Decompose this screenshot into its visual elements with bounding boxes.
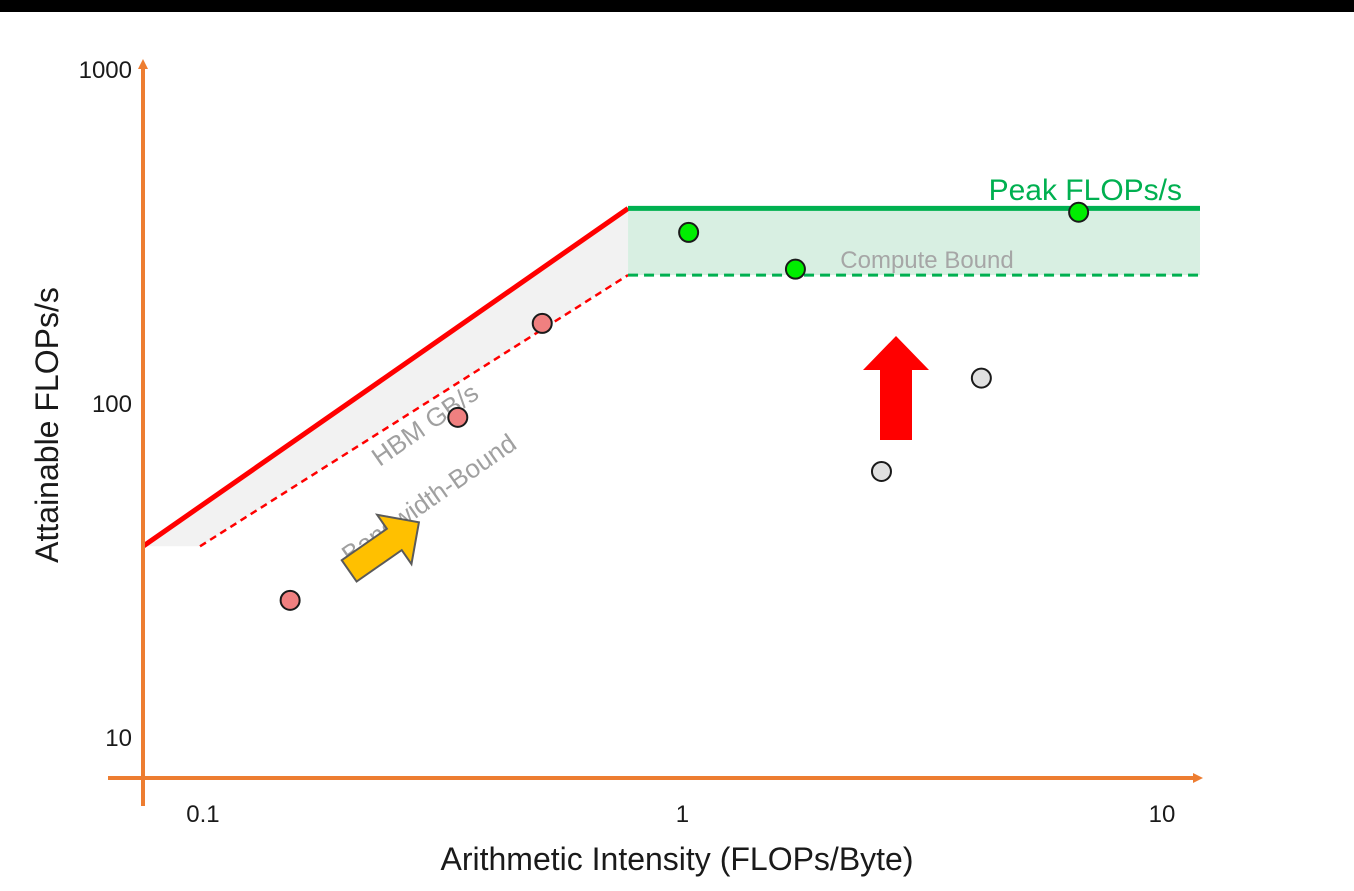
data-point bbox=[1068, 201, 1090, 223]
data-point bbox=[678, 221, 700, 243]
compute-bound-label: Compute Bound bbox=[840, 247, 1013, 274]
compute-bound-region bbox=[628, 208, 1200, 276]
data-point bbox=[531, 312, 553, 334]
peak-flops-label: Peak FLOPs/s bbox=[989, 174, 1182, 207]
x-tick-label: 1 bbox=[676, 801, 689, 828]
data-point bbox=[279, 589, 301, 611]
x-axis-title: Arithmetic Intensity (FLOPs/Byte) bbox=[440, 841, 913, 877]
top-bar bbox=[0, 0, 1354, 12]
y-tick-label: 10 bbox=[105, 725, 132, 752]
bandwidth-floor-line bbox=[199, 274, 629, 548]
y-tick-label: 1000 bbox=[79, 57, 132, 84]
y-tick-label: 100 bbox=[92, 391, 132, 418]
data-point bbox=[870, 460, 892, 482]
bandwidth-roof-line bbox=[141, 206, 630, 549]
data-point bbox=[447, 406, 469, 428]
x-tick-label: 0.1 bbox=[186, 801, 219, 828]
yellow-improvement-arrow bbox=[340, 513, 421, 583]
y-axis-title: Attainable FLOPs/s bbox=[29, 287, 65, 563]
data-point bbox=[970, 367, 992, 389]
data-point bbox=[784, 258, 806, 280]
x-tick-label: 10 bbox=[1149, 801, 1176, 828]
red-upward-arrow bbox=[863, 336, 929, 440]
